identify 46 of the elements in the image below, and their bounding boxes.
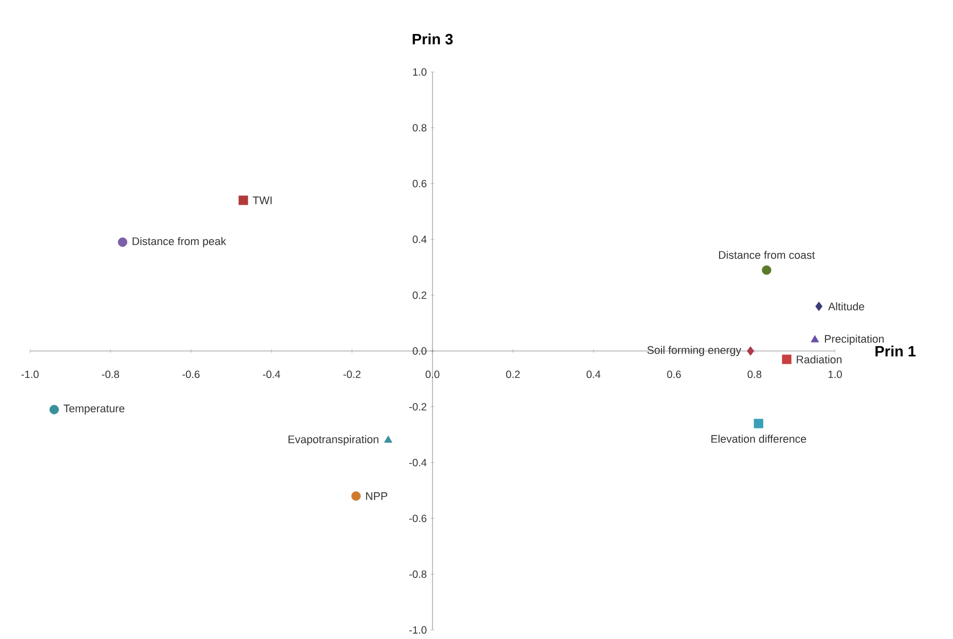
series-label: Precipitation <box>824 334 884 345</box>
x-tick-label: -0.4 <box>262 370 280 378</box>
point <box>815 302 822 312</box>
y-tick-label: 0.4 <box>412 236 427 244</box>
point <box>746 346 754 356</box>
x-tick-label: 0.6 <box>667 370 681 378</box>
x-axis-title: Prin 1 <box>876 346 916 356</box>
x-tick-label: 0.8 <box>748 370 762 378</box>
point <box>810 335 819 342</box>
point <box>754 418 764 428</box>
point <box>118 237 128 247</box>
x-tick-label: -0.2 <box>343 370 360 378</box>
y-tick-label: -0.2 <box>409 403 426 410</box>
y-tick-label: -0.4 <box>409 458 427 466</box>
series-label: Altitude <box>828 302 864 310</box>
y-tick-label: 1.0 <box>413 68 426 76</box>
y-axis-title: Prin 3 <box>412 33 453 44</box>
series-label: Radiation <box>796 355 842 364</box>
x-tick-label: -0.6 <box>182 370 200 378</box>
series-label: NPP <box>366 492 388 500</box>
x-tick-label: 0.0 <box>426 370 440 378</box>
x-tick-label: 0.4 <box>586 370 600 378</box>
series-label: Distance from peak <box>132 237 226 248</box>
y-tick-label: -0.6 <box>409 514 426 522</box>
series-label: Elevation difference <box>711 434 806 443</box>
x-tick-label: 0.2 <box>506 370 520 378</box>
point <box>384 436 392 443</box>
series-label: TWI <box>252 196 272 204</box>
series-label: Evapotranspiration <box>288 435 378 446</box>
y-tick-label: 0.8 <box>412 124 426 132</box>
x-tick-label: -1.0 <box>21 370 39 378</box>
y-tick-label: -0.8 <box>409 570 426 578</box>
point <box>49 404 59 414</box>
series-label: Soil forming energy <box>647 346 742 356</box>
point <box>238 196 248 206</box>
y-tick-label: 0.6 <box>412 180 426 188</box>
y-tick-label: -1.0 <box>409 626 426 634</box>
series-label: Distance from coast <box>719 250 815 259</box>
y-tick-label: 0.2 <box>412 291 426 299</box>
point <box>782 354 792 364</box>
x-tick-label: 1.0 <box>828 370 842 378</box>
x-tick-label: -0.8 <box>102 370 120 378</box>
y-tick-label: 0.0 <box>412 347 426 355</box>
series-label: Temperature <box>64 404 124 414</box>
point <box>762 265 772 275</box>
point <box>351 491 361 501</box>
